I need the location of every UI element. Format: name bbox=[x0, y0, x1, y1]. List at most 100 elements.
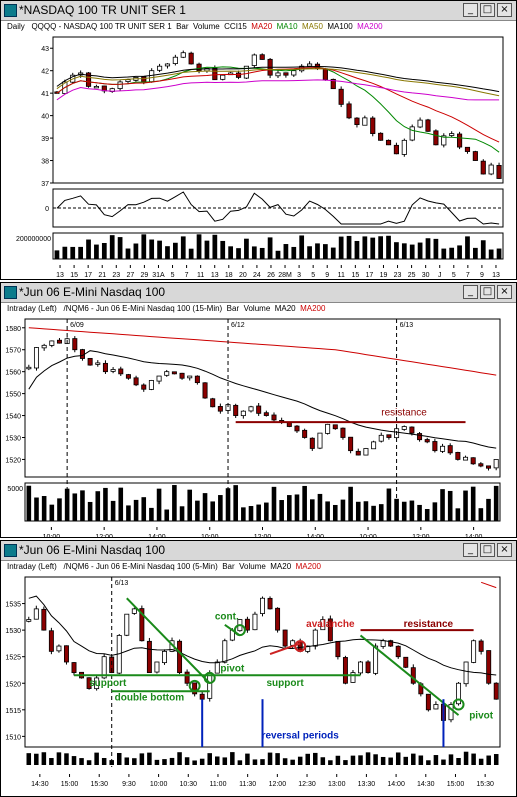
chart-info-line: Intraday (Left) /NQM6 - Jun 06 E-Mini Na… bbox=[7, 304, 325, 313]
symbol-label: QQQQ - NASDAQ 100 TR UNIT SER 1 bbox=[31, 22, 172, 31]
5min-chart-svg[interactable]: 1535 1530 1525 1520 1515 1510 6/13 support doubl… bbox=[1, 573, 516, 796]
chart-window-icon[interactable] bbox=[4, 4, 17, 17]
minimize-icon[interactable]: _ bbox=[463, 543, 478, 557]
date-label: 6/12 bbox=[231, 322, 245, 329]
15min-candle bbox=[470, 457, 476, 465]
minimize-icon[interactable]: _ bbox=[463, 3, 478, 17]
15min-chart-svg[interactable]: 1580 1570 1560 1550 1540 1530 1520 6/09 6/12 6/13… bbox=[1, 315, 516, 537]
x-tick-label: 13:00 bbox=[328, 781, 346, 788]
daily-volume-bar bbox=[212, 234, 218, 259]
y-tick-label: 38 bbox=[41, 159, 49, 166]
chart-info-line: Intraday (Left) /NQM6 - Jun 06 E-Mini Na… bbox=[7, 562, 321, 571]
chart-window-icon[interactable] bbox=[4, 286, 17, 299]
15min-candle bbox=[179, 372, 185, 379]
ma20-line bbox=[28, 350, 497, 449]
15min-volume-bar bbox=[264, 502, 269, 521]
5min-volume-bar bbox=[418, 755, 424, 765]
maximize-icon[interactable]: □ bbox=[480, 3, 495, 17]
maximize-icon[interactable]: □ bbox=[480, 543, 495, 557]
x-tick-label: 7 bbox=[185, 272, 189, 279]
5min-candle bbox=[433, 704, 439, 710]
y-tick-label: 1535 bbox=[5, 602, 21, 609]
x-tick-label: 13 bbox=[56, 272, 64, 279]
15min-candle bbox=[317, 432, 323, 449]
5min-candle bbox=[184, 671, 190, 684]
15min-candle bbox=[455, 451, 461, 460]
title-bar[interactable]: *NASDAQ 100 TR UNIT SER 1 _ □ × bbox=[1, 1, 516, 21]
indicator-ma50: MA50 bbox=[302, 22, 323, 31]
15min-candle bbox=[348, 436, 354, 452]
daily-candle bbox=[354, 117, 360, 125]
5min-volume-bar bbox=[49, 758, 54, 765]
avalanche-arrow bbox=[269, 642, 301, 655]
ma50-line bbox=[56, 68, 500, 97]
15min-volume-bar bbox=[310, 499, 315, 521]
indicator-ma100: MA100 bbox=[327, 22, 353, 31]
5min-volume-bar bbox=[207, 753, 212, 765]
x-tick-label: 24 bbox=[253, 272, 261, 279]
annotation-pivot: pivot bbox=[469, 710, 494, 721]
5min-volume-bar bbox=[101, 758, 107, 765]
daily-volume-bar bbox=[425, 238, 431, 259]
daily-volume-bar bbox=[180, 236, 186, 259]
date-label: 6/13 bbox=[400, 322, 414, 329]
indicator-ma200: MA200 bbox=[300, 304, 326, 313]
chart-window-icon[interactable] bbox=[4, 544, 17, 557]
close-icon[interactable]: × bbox=[497, 543, 512, 557]
daily-volume-bar bbox=[109, 235, 115, 259]
15min-candle bbox=[110, 369, 116, 372]
15min-candle bbox=[440, 445, 446, 452]
pivot-circle bbox=[452, 698, 465, 711]
y-tick-label: 1510 bbox=[5, 734, 21, 741]
x-tick-label: 12:00 bbox=[269, 781, 287, 788]
5min-volume-bar bbox=[350, 755, 356, 765]
daily-candle bbox=[220, 74, 226, 80]
5min-volume-bar bbox=[411, 753, 416, 765]
5min-candle bbox=[373, 645, 379, 674]
ma20-line bbox=[56, 67, 500, 143]
15min-volume-bar bbox=[233, 485, 238, 521]
y-tick-label: 1560 bbox=[5, 370, 21, 377]
5min-volume-bar bbox=[34, 753, 39, 765]
5min-volume-bar bbox=[124, 757, 130, 765]
5min-candle bbox=[380, 640, 386, 647]
daily-volume-bar bbox=[228, 246, 233, 259]
15min-volume-bar bbox=[202, 493, 208, 521]
maximize-icon[interactable]: □ bbox=[480, 285, 495, 299]
daily-volume-bar bbox=[291, 246, 297, 259]
ma100-line bbox=[56, 65, 500, 93]
15min-volume-bar bbox=[95, 491, 101, 521]
15min-volume-bar bbox=[355, 501, 361, 521]
5min-volume-bar bbox=[380, 756, 386, 765]
15min-candle bbox=[417, 433, 423, 441]
daily-volume-bar bbox=[188, 248, 194, 259]
title-bar[interactable]: *Jun 06 E-Mini Nasdaq 100 _ □ × bbox=[1, 283, 516, 303]
5min-candle bbox=[154, 661, 160, 673]
5min-volume-bar bbox=[320, 757, 326, 765]
5min-volume-bar bbox=[478, 758, 484, 765]
close-icon[interactable]: × bbox=[497, 285, 512, 299]
15min-volume-bar bbox=[34, 497, 39, 521]
indicator-ma200: MA200 bbox=[295, 562, 321, 571]
x-tick-label: 13:30 bbox=[358, 781, 376, 788]
title-bar[interactable]: *Jun 06 E-Mini Nasdaq 100 _ □ × bbox=[1, 541, 516, 561]
daily-candle bbox=[457, 133, 463, 148]
daily-candle bbox=[401, 139, 407, 155]
x-tick-label: 11 bbox=[338, 272, 345, 279]
x-tick-label: 5 bbox=[171, 272, 175, 279]
volume-label: Volume bbox=[239, 562, 266, 571]
y-tick-label: 1530 bbox=[5, 436, 21, 443]
minimize-icon[interactable]: _ bbox=[463, 285, 478, 299]
close-icon[interactable]: × bbox=[497, 3, 512, 17]
volume-tick-label: 200000000 bbox=[16, 236, 51, 243]
5min-volume-bar bbox=[252, 759, 258, 765]
daily-volume-bar bbox=[94, 244, 99, 259]
15min-volume-bar bbox=[64, 488, 70, 521]
daily-volume-bar bbox=[394, 242, 399, 259]
15min-volume-bar bbox=[447, 490, 453, 521]
y-tick-label: 43 bbox=[41, 46, 49, 53]
y-tick-label: 1525 bbox=[5, 655, 21, 662]
daily-volume-bar bbox=[378, 236, 383, 259]
daily-candle bbox=[378, 132, 384, 141]
